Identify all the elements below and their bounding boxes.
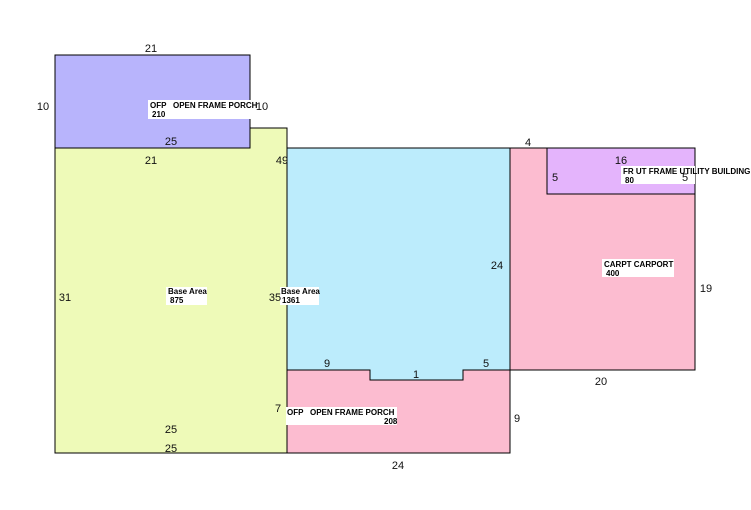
dimension: 16 [615, 155, 627, 167]
dimension: 1 [413, 369, 419, 381]
dimension: 10 [256, 101, 268, 113]
dimension: 10 [37, 101, 49, 113]
area-label: OFP OPEN FRAME PORCH [150, 101, 258, 110]
label-box [148, 100, 262, 119]
porch-bottom [286, 369, 511, 454]
area-value: 875 [170, 296, 184, 305]
area-label: Base Area [281, 287, 320, 296]
area-value: 210 [152, 110, 166, 119]
dimension: 24 [392, 460, 404, 472]
dimension: 31 [59, 292, 71, 304]
dimension: 49 [276, 155, 288, 167]
area-value: 208 [384, 417, 398, 426]
dimension: 20 [595, 376, 607, 388]
area-label: FR UT FRAME UTILITY BUILDING [623, 167, 750, 176]
dimension: 19 [700, 283, 712, 295]
dimension: 21 [145, 155, 157, 167]
dimension: 21 [145, 43, 157, 55]
dimension: 7 [275, 403, 281, 415]
area-value: 400 [606, 269, 620, 278]
label-box [286, 407, 397, 425]
dimension: 5 [483, 358, 489, 370]
label-box [166, 287, 207, 305]
dimension: 25 [165, 424, 177, 436]
area-label: CARPT CARPORT [604, 260, 673, 269]
dimension: 9 [514, 413, 520, 425]
base-area-right [286, 147, 511, 381]
dimension: 24 [491, 260, 503, 272]
label-box [280, 287, 319, 305]
dimension: 5 [682, 172, 688, 184]
label-box [621, 166, 695, 184]
area-label: Base Area [168, 287, 207, 296]
dimension: 35 [269, 292, 281, 304]
dimension: 4 [525, 137, 531, 149]
dimension: 25 [165, 443, 177, 455]
dimension: 5 [552, 172, 558, 184]
dimension: 25 [165, 136, 177, 148]
area-value: 80 [625, 176, 634, 185]
dimension: 9 [324, 358, 330, 370]
area-value: 1361 [282, 296, 300, 305]
label-box [602, 259, 674, 277]
area-label: OFP OPEN FRAME PORCH [287, 408, 395, 417]
